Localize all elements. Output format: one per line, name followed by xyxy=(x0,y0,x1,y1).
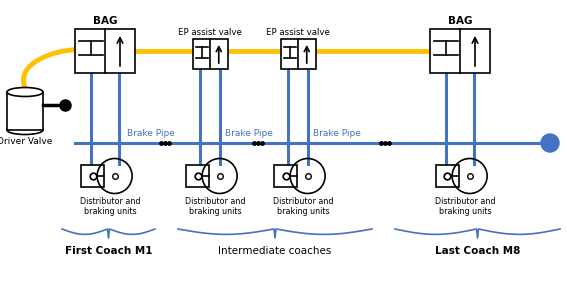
Bar xyxy=(81,165,104,187)
Text: Brake Pipe: Brake Pipe xyxy=(313,129,361,138)
Bar xyxy=(436,165,459,187)
Text: Distributor and
braking units: Distributor and braking units xyxy=(185,197,246,216)
Text: Brake Pipe: Brake Pipe xyxy=(225,129,273,138)
Text: Distributor and
braking units: Distributor and braking units xyxy=(80,197,140,216)
Ellipse shape xyxy=(7,88,43,97)
Text: Distributor and
braking units: Distributor and braking units xyxy=(435,197,495,216)
Text: Distributor and
braking units: Distributor and braking units xyxy=(273,197,333,216)
Text: First Coach M1: First Coach M1 xyxy=(65,246,153,256)
Text: Brake Pipe: Brake Pipe xyxy=(127,129,175,138)
Text: EP assist valve: EP assist valve xyxy=(266,28,330,37)
Bar xyxy=(430,29,490,73)
Bar xyxy=(75,29,135,73)
Bar xyxy=(274,165,297,187)
Text: Intermediate coaches: Intermediate coaches xyxy=(218,246,332,256)
Ellipse shape xyxy=(7,126,43,135)
Text: BAG: BAG xyxy=(93,16,117,26)
Text: Driver Valve: Driver Valve xyxy=(0,137,53,146)
Text: BAG: BAG xyxy=(448,16,472,26)
Bar xyxy=(7,92,43,130)
Bar xyxy=(193,39,227,69)
Bar xyxy=(186,165,209,187)
Text: EP assist valve: EP assist valve xyxy=(178,28,242,37)
Circle shape xyxy=(541,134,559,152)
Bar xyxy=(281,39,315,69)
Text: Last Coach M8: Last Coach M8 xyxy=(435,246,520,256)
